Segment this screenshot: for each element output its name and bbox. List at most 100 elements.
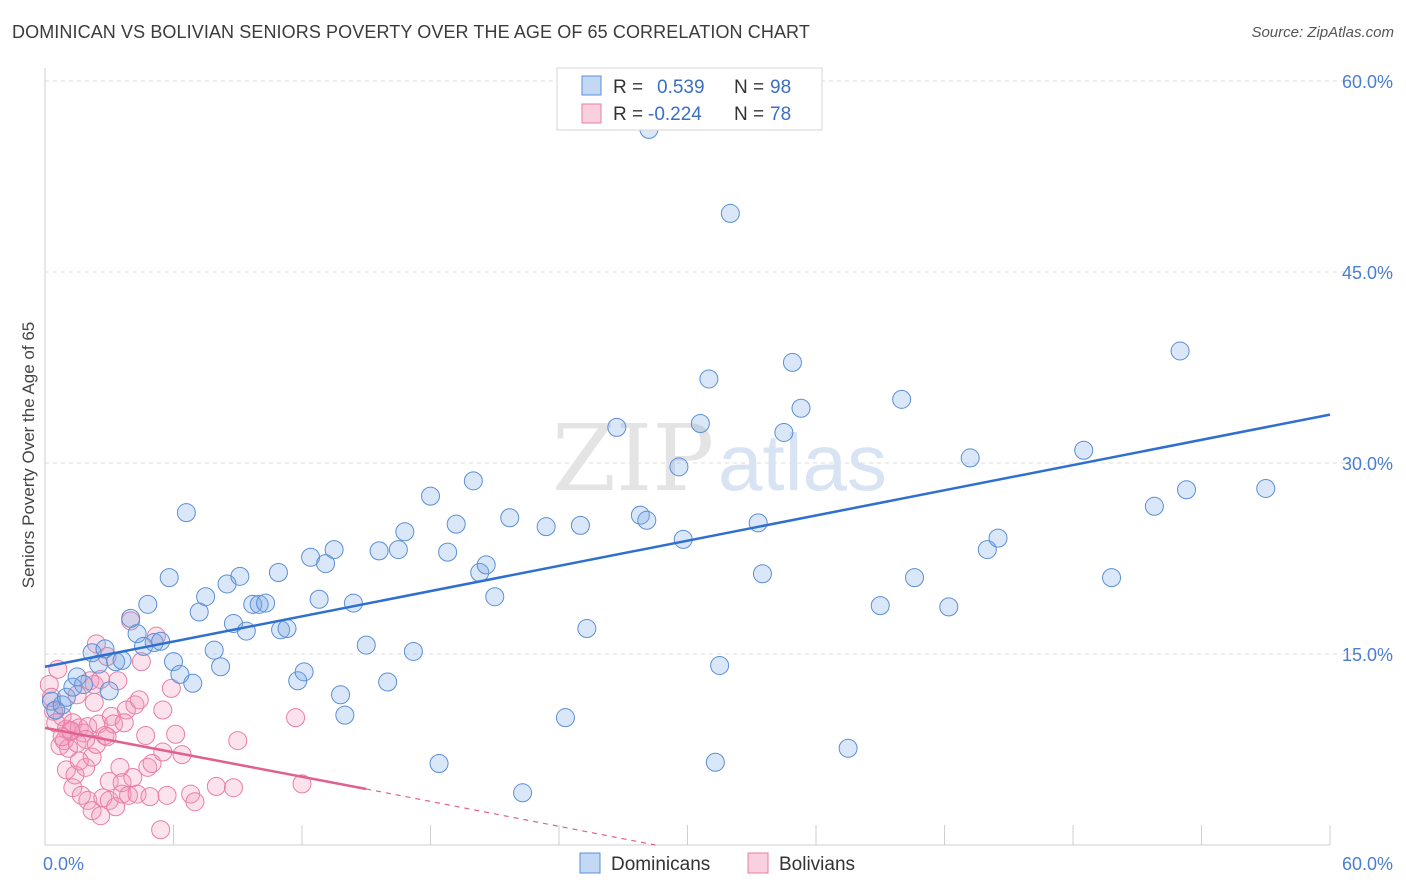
bottom-legend-swatch-dominicans xyxy=(579,852,601,874)
axis-layer: 15.0% 30.0% 45.0% 60.0% 0.0% 60.0% xyxy=(43,68,1393,874)
bolivians-point xyxy=(78,790,98,810)
bolivians-point xyxy=(292,774,312,794)
dominicans-point xyxy=(183,673,203,693)
dominicans-point xyxy=(429,754,449,774)
x-tick-label-max: 60.0% xyxy=(1342,854,1393,874)
dominicans-point xyxy=(463,471,483,491)
dominicans-point xyxy=(669,457,689,477)
dominicans-point xyxy=(378,672,398,692)
dominicans-point xyxy=(324,540,344,560)
y-tick-label: 45.0% xyxy=(1342,263,1393,283)
dominicans-point xyxy=(196,587,216,607)
bottom-legend-label-bolivians: Bolivians xyxy=(779,854,855,875)
dominicans-point xyxy=(1177,480,1197,500)
bolivians-point xyxy=(112,773,132,793)
legend-n-label-2: N = xyxy=(734,104,764,125)
legend-n-value-dominicans: 98 xyxy=(770,77,791,98)
chart-title: DOMINICAN VS BOLIVIAN SENIORS POVERTY OV… xyxy=(12,22,810,42)
dominicans-point xyxy=(230,566,250,586)
bolivians-point xyxy=(110,757,130,777)
bolivians-point xyxy=(185,792,205,812)
bolivians-trend-extension xyxy=(366,788,656,846)
legend-r-value-bolivians: -0.224 xyxy=(648,104,702,125)
dominicans-point xyxy=(388,540,408,560)
bolivians-point xyxy=(84,692,104,712)
legend-box: R = 0.539 N = 98 R = -0.224 N = 78 xyxy=(556,67,823,131)
bolivians-point xyxy=(129,690,149,710)
dominicans-point xyxy=(699,369,719,389)
dominicans-point xyxy=(630,505,650,525)
bolivians-point xyxy=(69,751,89,771)
dominicans-point xyxy=(607,417,627,437)
dominicans-point xyxy=(870,596,890,616)
dominicans-point xyxy=(500,508,520,528)
bolivians-point xyxy=(82,747,102,767)
bolivians-points xyxy=(39,611,312,840)
dominicans-point xyxy=(335,705,355,725)
legend-n-value-bolivians: 78 xyxy=(770,104,791,125)
bolivians-point xyxy=(97,727,117,747)
dominicans-point xyxy=(99,681,119,701)
dominicans-point xyxy=(705,752,725,772)
bolivians-point xyxy=(151,820,171,840)
bottom-legend-label-dominicans: Dominicans xyxy=(611,854,710,875)
dominicans-point xyxy=(294,662,314,682)
dominicans-point xyxy=(403,641,423,661)
dominicans-point xyxy=(446,514,466,534)
dominicans-point xyxy=(838,738,858,758)
dominicans-point xyxy=(164,652,183,672)
dominicans-point xyxy=(782,352,802,372)
bottom-legend: Dominicans Bolivians xyxy=(579,852,855,875)
dominicans-point xyxy=(905,568,925,588)
dominicans-point xyxy=(249,594,269,614)
dominicans-point xyxy=(988,528,1008,548)
watermark-atlas: atlas xyxy=(718,418,887,507)
dominicans-point xyxy=(316,554,336,574)
dominicans-point xyxy=(555,708,575,728)
dominicans-point xyxy=(637,510,657,530)
bolivians-point xyxy=(65,765,85,785)
dominicans-point xyxy=(74,675,94,695)
bolivians-point xyxy=(131,652,151,672)
dominicans-point xyxy=(513,783,533,803)
dominicans-point xyxy=(1102,568,1122,588)
dominicans-point xyxy=(570,515,590,535)
dominicans-point xyxy=(752,564,772,584)
bolivians-point xyxy=(223,778,243,798)
dominicans-point xyxy=(710,655,730,675)
dominicans-point xyxy=(343,593,363,613)
bolivians-point xyxy=(123,768,143,788)
dominicans-point xyxy=(159,568,179,588)
grid-layer xyxy=(45,80,1392,655)
dominicans-point xyxy=(791,398,811,418)
dominicans-point xyxy=(256,593,276,613)
y-tick-label: 15.0% xyxy=(1342,645,1393,665)
bolivians-point xyxy=(206,776,226,796)
dominicans-point xyxy=(421,486,440,506)
dominicans-point xyxy=(127,624,147,644)
dominicans-point xyxy=(176,503,196,523)
dominicans-point xyxy=(67,667,87,687)
dominicans-point xyxy=(369,541,389,561)
x-tick-label-min: 0.0% xyxy=(43,854,84,874)
bolivians-point xyxy=(114,713,134,733)
dominicans-point xyxy=(1170,341,1190,361)
dominicans-point xyxy=(331,685,351,705)
bolivians-point xyxy=(140,787,160,807)
legend-swatch-dominicans xyxy=(581,75,602,96)
dominicans-point xyxy=(476,555,496,575)
bolivians-point xyxy=(63,713,83,733)
dominicans-point xyxy=(356,635,376,655)
bolivians-point xyxy=(166,724,186,744)
dominicans-point xyxy=(939,597,959,617)
source-label: Source: ZipAtlas.com xyxy=(1251,24,1394,41)
y-tick-label: 60.0% xyxy=(1342,72,1393,92)
dominicans-point xyxy=(41,691,61,711)
watermark-zip: ZIP xyxy=(552,405,714,512)
dominicans-point xyxy=(577,619,597,639)
dominicans-point xyxy=(309,589,329,609)
bolivians-point xyxy=(157,785,177,805)
dominicans-point xyxy=(720,203,740,223)
dominicans-trend-line xyxy=(44,413,1331,668)
bolivians-point xyxy=(286,708,306,728)
